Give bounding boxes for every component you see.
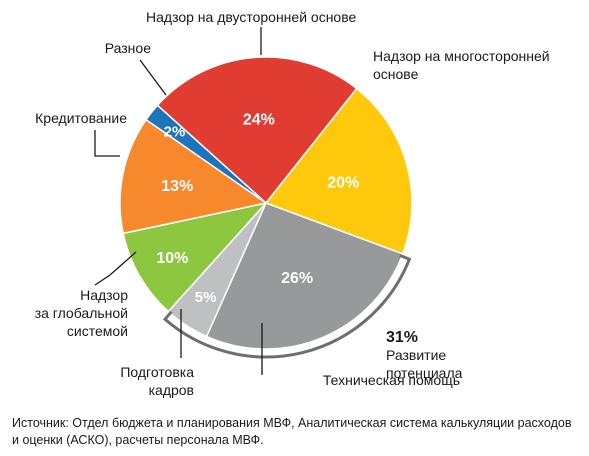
slice-value-label-6: 2% bbox=[164, 123, 186, 140]
slice-value-label-3: 5% bbox=[195, 289, 217, 306]
category-label-2: Техническая помощь bbox=[323, 372, 460, 388]
pie-slice-4 bbox=[122, 201, 269, 313]
leader-line-5 bbox=[94, 130, 120, 157]
category-label-1: Надзор на многосторонней основе bbox=[373, 48, 550, 82]
slice-value-label-2: 26% bbox=[281, 270, 313, 287]
pie-chart: 24% 20% 26% 5% 10% 13% 2% Надзор на двусторонне… bbox=[35, 9, 550, 398]
category-label-4: Надзор за глобальной системой bbox=[35, 287, 129, 339]
group-bracket bbox=[162, 254, 412, 359]
group-label: Развитие потенциала bbox=[386, 347, 463, 381]
pie-slice-2 bbox=[205, 202, 404, 350]
leader-line-6 bbox=[139, 59, 167, 96]
pie-slice-0 bbox=[156, 56, 358, 205]
pie-slice-5 bbox=[119, 118, 268, 235]
slice-value-label-4: 10% bbox=[156, 250, 188, 267]
category-label-3: Подготовка кадров bbox=[120, 364, 194, 398]
slice-value-label-5: 13% bbox=[161, 178, 193, 195]
category-label-0: Надзор на двусторонней основе bbox=[146, 9, 356, 25]
slice-value-label-1: 20% bbox=[327, 174, 359, 191]
category-label-5: Кредитование bbox=[35, 110, 127, 126]
pie-slice-1 bbox=[264, 87, 413, 255]
category-label-6: Разное bbox=[105, 40, 151, 56]
slice-value-label-0: 24% bbox=[243, 112, 275, 129]
group-value-label: 31% bbox=[386, 329, 418, 346]
source-note: Источник: Отдел бюджета и планирования М… bbox=[12, 416, 572, 447]
leader-line-4 bbox=[94, 251, 137, 286]
pie-slice-6 bbox=[145, 104, 267, 204]
